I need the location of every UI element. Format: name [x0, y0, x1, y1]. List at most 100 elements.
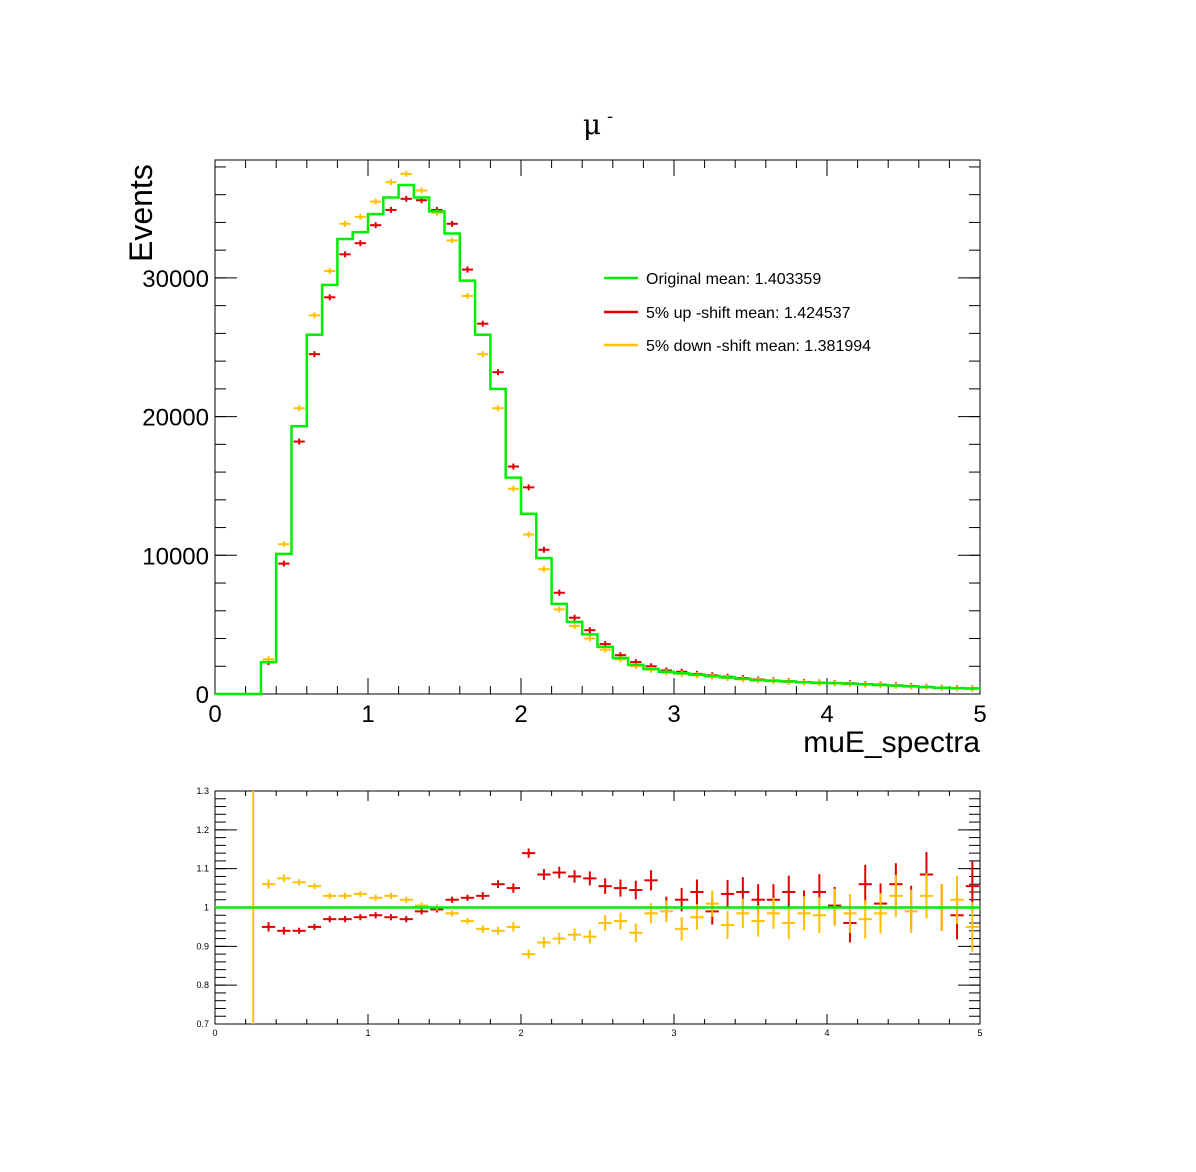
ratio-point-down — [720, 910, 735, 939]
data-point-down — [446, 237, 458, 244]
data-point-up — [523, 484, 535, 491]
data-point-up — [477, 320, 489, 327]
ratio-point-down — [675, 917, 689, 941]
ratio-point-up — [338, 916, 352, 923]
ratio-x-tick-label: 4 — [824, 1028, 829, 1038]
ratio-point-up — [384, 914, 398, 921]
x-tick-label: 3 — [667, 701, 680, 728]
data-point-up — [461, 266, 474, 273]
y-tick-label: 30000 — [142, 266, 209, 293]
data-point-up — [538, 546, 550, 553]
data-point-up — [278, 560, 290, 567]
data-point-up — [324, 294, 336, 301]
ratio-point-down — [552, 932, 566, 945]
ratio-point-down — [889, 874, 903, 917]
ratio-point-down — [690, 904, 704, 930]
ratio-x-tick-label: 1 — [365, 1028, 370, 1038]
ratio-point-down — [965, 902, 979, 952]
data-point-up — [492, 369, 504, 376]
ratio-point-up — [491, 880, 505, 889]
data-point-down — [553, 606, 565, 613]
data-point-down — [584, 635, 596, 642]
x-tick-label: 1 — [361, 701, 374, 728]
ratio-x-tick-label: 2 — [518, 1028, 523, 1038]
ratio-point-down — [950, 875, 964, 924]
data-point-down — [538, 566, 550, 573]
legend-label: 5% up -shift mean: 1.424537 — [646, 305, 851, 322]
ratio-point-down — [904, 889, 918, 934]
ratio-y-tick-label: 0.9 — [196, 941, 209, 951]
ratio-point-down — [323, 892, 337, 899]
ratio-point-down — [705, 890, 719, 917]
ratio-point-down — [476, 924, 490, 933]
ratio-point-up — [323, 916, 337, 923]
x-tick-label: 2 — [514, 701, 527, 728]
ratio-y-tick-label: 1.2 — [196, 825, 209, 835]
ratio-point-up — [690, 879, 704, 905]
data-point-up — [354, 240, 366, 247]
x-tick-label: 5 — [973, 701, 986, 728]
ratio-x-tick-label: 0 — [212, 1028, 217, 1038]
ratio-point-up — [506, 883, 520, 893]
ratio-point-up — [414, 908, 429, 915]
ratio-panel: 0 1 2 3 4 5 0.7 0.8 0.9 1 1.1 1.2 1.3 — [196, 786, 982, 1038]
ratio-point-down — [292, 879, 306, 886]
data-point-up — [370, 222, 382, 229]
data-point-up — [293, 438, 305, 445]
ratio-point-up — [307, 923, 322, 931]
legend: Original mean: 1.403359 5% up -shift mean… — [604, 271, 871, 355]
data-point-up — [568, 614, 581, 621]
ratio-x-tick-label: 5 — [977, 1028, 982, 1038]
ratio-point-down — [873, 893, 888, 934]
ratio-point-down — [369, 894, 383, 901]
data-point-up — [308, 351, 321, 358]
data-point-up — [339, 251, 351, 258]
ratio-point-up — [353, 914, 367, 921]
ratio-point-down — [812, 897, 826, 934]
legend-label: 5% down -shift mean: 1.381994 — [646, 338, 871, 355]
x-axis-label: muE_spectra — [803, 726, 980, 759]
ratio-point-up — [476, 891, 490, 900]
ratio-point-down — [659, 900, 673, 923]
ratio-point-up — [369, 912, 383, 919]
ratio-point-down — [583, 929, 597, 944]
ratio-point-up — [644, 870, 658, 891]
ratio-point-down — [736, 898, 750, 929]
data-point-up — [553, 589, 565, 596]
ratio-point-down — [567, 928, 582, 941]
data-point-down — [339, 220, 351, 227]
data-point-down — [278, 541, 290, 548]
ratio-y-tick-label: 1.1 — [196, 864, 209, 874]
y-tick-label: 0 — [196, 682, 209, 709]
ratio-point-down — [338, 892, 352, 899]
data-point-down — [354, 213, 366, 220]
ratio-point-up — [445, 896, 459, 903]
y-tick-label: 10000 — [142, 543, 209, 570]
ratio-point-up — [567, 870, 582, 883]
chart-title: μ — [583, 108, 601, 141]
ratio-point-down — [858, 899, 872, 939]
ratio-y-tick-label: 1.3 — [196, 786, 209, 796]
data-point-down — [523, 531, 535, 538]
ratio-point-down — [751, 905, 765, 937]
ratio-point-down — [843, 893, 857, 933]
ratio-point-down — [506, 922, 520, 932]
ratio-point-up — [460, 894, 475, 901]
data-point-up — [446, 220, 458, 227]
chart-title-superscript: - — [607, 106, 613, 127]
x-tick-label: 4 — [820, 701, 833, 728]
data-point-down — [492, 405, 504, 412]
data-point-down — [385, 179, 397, 186]
data-point-down — [415, 187, 428, 194]
data-point-down — [400, 170, 412, 177]
ratio-point-up — [522, 848, 536, 858]
x-tick-label: 0 — [208, 701, 221, 728]
ratio-point-down — [919, 873, 934, 919]
ratio-point-up — [277, 926, 291, 935]
data-point-up — [385, 206, 397, 213]
ratio-point-up — [261, 922, 276, 932]
data-point-down — [324, 267, 336, 274]
ratio-point-up — [613, 879, 628, 897]
data-point-up — [400, 195, 412, 202]
